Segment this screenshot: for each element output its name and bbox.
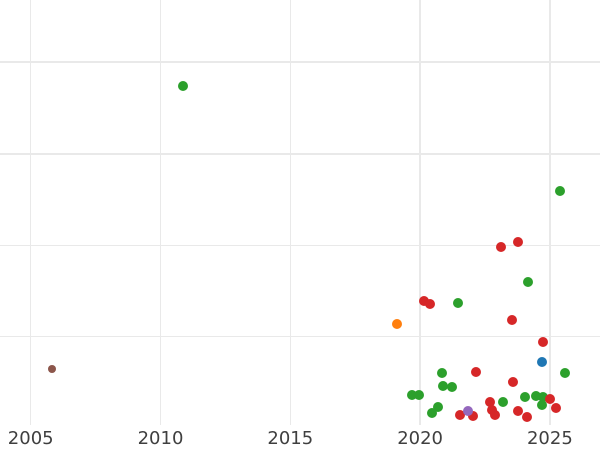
data-point-green	[446, 382, 457, 392]
data-point-red	[522, 412, 532, 423]
data-point-green	[414, 390, 424, 400]
x-tick-label: 2010	[137, 428, 184, 449]
data-point-green	[497, 397, 508, 407]
data-point-red	[545, 393, 556, 404]
data-point-green	[520, 391, 530, 402]
data-point-red	[468, 411, 479, 422]
data-point-red	[419, 295, 430, 306]
data-point-green	[531, 391, 541, 402]
gridline-horizontal	[0, 61, 600, 63]
data-point-orange	[392, 318, 403, 329]
data-point-blue	[537, 356, 548, 367]
gridline-vertical	[159, 0, 162, 425]
data-point-red	[538, 336, 548, 347]
data-point-red	[513, 405, 523, 416]
data-point-red	[487, 404, 497, 415]
x-tick-label: 2005	[7, 428, 54, 449]
data-point-red	[513, 236, 523, 247]
x-tick-label: 2015	[267, 428, 314, 449]
data-point-green	[406, 390, 417, 400]
x-tick-label: 2025	[526, 428, 573, 449]
data-point-brown	[47, 365, 56, 373]
data-point-green	[555, 186, 565, 196]
gridline-horizontal	[0, 335, 600, 338]
data-point-green	[433, 401, 444, 412]
data-point-red	[485, 397, 496, 408]
data-point-red	[470, 367, 481, 378]
data-point-green	[426, 408, 437, 419]
data-point-green	[436, 368, 447, 378]
gridline-vertical	[549, 0, 551, 425]
data-point-green	[537, 392, 548, 403]
data-point-green	[453, 297, 464, 308]
plot-area	[0, 0, 600, 425]
x-tick-label: 2020	[397, 428, 443, 449]
data-point-green	[178, 81, 188, 91]
gridline-vertical	[419, 0, 421, 425]
gridline-vertical	[29, 0, 32, 425]
data-point-green	[522, 277, 533, 287]
data-point-red	[425, 299, 435, 309]
data-point-green	[536, 400, 547, 410]
data-point-red	[508, 376, 519, 387]
data-point-green	[560, 367, 570, 378]
data-point-green	[438, 380, 449, 391]
gridline-horizontal	[0, 153, 600, 155]
data-point-purple	[463, 406, 474, 417]
gridline-vertical	[289, 0, 292, 425]
gridline-horizontal	[0, 244, 600, 247]
data-point-red	[489, 410, 500, 421]
data-point-red	[455, 409, 465, 420]
data-point-red	[551, 402, 561, 413]
data-point-red	[496, 242, 506, 253]
data-point-red	[506, 315, 517, 325]
